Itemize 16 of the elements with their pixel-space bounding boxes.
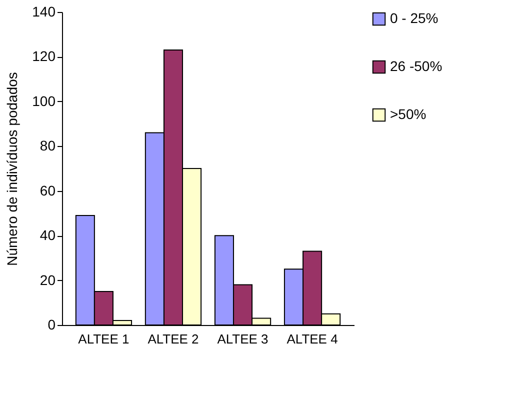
y-tick-label: 140 — [32, 4, 56, 20]
y-tick-label: 40 — [40, 227, 56, 244]
x-tick-label: ALTEE 3 — [217, 332, 268, 346]
x-tick-label: ALTEE 2 — [148, 332, 199, 346]
y-tick-label: 0 — [48, 316, 56, 332]
x-tick-label: ALTEE 4 — [286, 332, 338, 346]
y-tick-label: 80 — [40, 138, 56, 154]
y-tick-label: 20 — [40, 272, 56, 288]
legend-label: 0 - 25% — [390, 10, 438, 26]
y-tick-label: 100 — [32, 92, 56, 109]
legend-label: >50% — [390, 106, 426, 122]
y-tick-label: 120 — [32, 48, 56, 64]
y-axis-title: Número de indivíduos podados — [4, 72, 20, 266]
legend-label: 26 -50% — [390, 58, 442, 74]
x-tick-label: ALTEE 1 — [78, 332, 130, 346]
y-tick-label: 60 — [40, 182, 56, 198]
